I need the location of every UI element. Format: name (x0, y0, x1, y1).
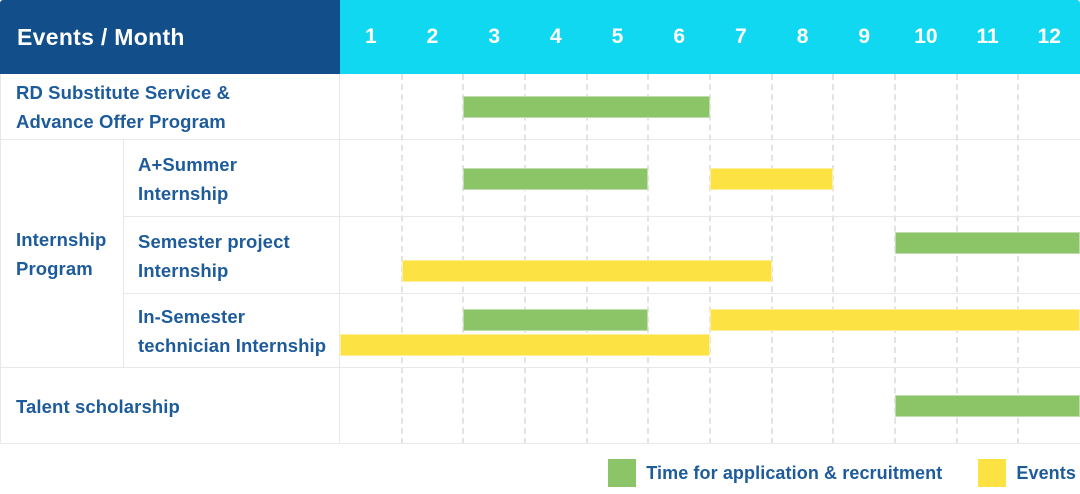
bar-events-in-semester-technician-internship-2 (340, 334, 710, 356)
month-gridline-11 (955, 74, 958, 444)
month-gridline-5 (585, 74, 588, 444)
month-label-8: 8 (796, 25, 809, 48)
row-label-text: RD Substitute Service & Advance Offer Pr… (16, 82, 231, 132)
bar-events-a-summer-internship-1 (710, 167, 834, 190)
month-label-10: 10 (914, 25, 938, 48)
legend: Time for application & recruitment Event… (608, 458, 1076, 488)
row-divider-4 (0, 367, 1080, 368)
legend-recruitment-swatch (608, 459, 637, 487)
group-label-text: Internship Program (16, 229, 107, 279)
bar-recruitment-talent-scholarship-0 (895, 395, 1080, 417)
month-gridline-8 (770, 74, 773, 444)
row-label-rd-substitute-service: RD Substitute Service & Advance Offer Pr… (0, 74, 340, 140)
month-label-6: 6 (673, 25, 686, 48)
group-label-internship-program: Internship Program (0, 140, 124, 368)
month-gridline-4 (524, 74, 526, 444)
row-divider-2 (123, 216, 1080, 217)
group-sublabel-divider (123, 140, 124, 368)
legend-recruitment-label: Time for application & recruitment (646, 462, 943, 483)
bar-recruitment-rd-substitute-service-0 (463, 96, 710, 118)
table-left-border (0, 74, 1, 444)
month-gridline-2 (400, 74, 403, 444)
legend-events-swatch (978, 459, 1007, 487)
bar-recruitment-semester-project-internship-0 (895, 232, 1080, 254)
month-gridline-3 (462, 74, 465, 444)
row-label-text: Semester project Internship (138, 230, 290, 281)
row-label-in-semester-technician-internship: In-Semester technician Internship (124, 294, 340, 368)
month-gridline-9 (832, 74, 835, 444)
row-label-talent-scholarship: Talent scholarship (0, 368, 340, 444)
events-month-header: Events / Month (0, 0, 340, 74)
month-label-9: 9 (858, 25, 871, 48)
month-gridline-10 (894, 74, 896, 444)
month-label-12: 12 (1037, 25, 1061, 48)
month-label-2: 2 (426, 25, 439, 48)
month-label-3: 3 (488, 25, 501, 48)
month-label-7: 7 (735, 25, 747, 48)
month-gridline-7 (709, 74, 711, 444)
label-chart-divider (339, 74, 340, 444)
bar-events-semester-project-internship-1 (401, 260, 772, 282)
table-bottom-border (0, 443, 1080, 444)
row-label-a-summer-internship: A+Summer Internship (124, 140, 340, 217)
legend-events-label: Events (1016, 462, 1076, 483)
bar-recruitment-in-semester-technician-internship-0 (463, 309, 649, 331)
bar-events-in-semester-technician-internship-1 (710, 309, 1080, 331)
row-label-semester-project-internship: Semester project Internship (124, 217, 340, 294)
bar-recruitment-a-summer-internship-0 (463, 167, 649, 190)
month-label-1: 1 (364, 25, 377, 48)
month-label-4: 4 (550, 25, 562, 48)
month-gridline-6 (647, 74, 650, 444)
month-label-5: 5 (611, 25, 624, 48)
row-divider-3 (123, 293, 1080, 294)
row-label-text: In-Semester technician Internship (138, 306, 327, 356)
month-header-row: 1 2 3 4 5 6 7 8 9 10 11 12 (340, 0, 1080, 74)
row-label-text: A+Summer Internship (138, 153, 237, 204)
month-gridline-12 (1017, 74, 1020, 444)
row-label-text: Talent scholarship (16, 395, 180, 417)
month-label-11: 11 (976, 25, 999, 48)
row-divider-1 (0, 139, 1080, 140)
header-title: Events / Month (17, 23, 185, 50)
